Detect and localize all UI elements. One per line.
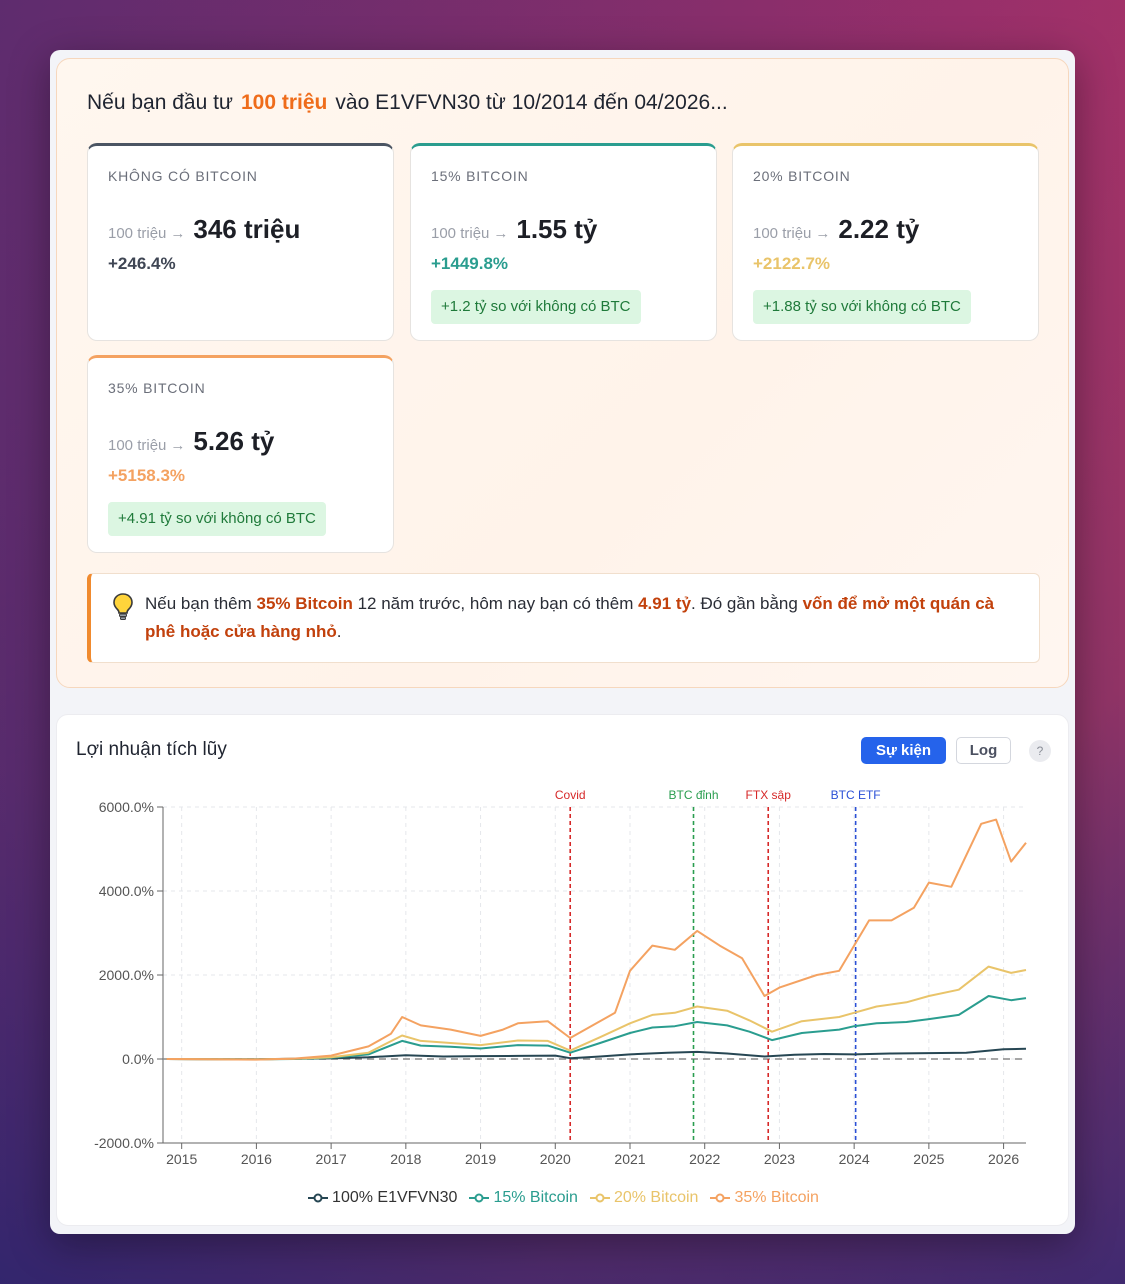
series-line xyxy=(166,965,1027,1061)
x-tick-label: 2025 xyxy=(913,1151,944,1167)
x-tick-label: 2020 xyxy=(540,1151,571,1167)
card-amount-row: 100 triệu → 2.22 tỷ xyxy=(753,214,919,245)
card-to: 1.55 tỷ xyxy=(516,214,598,244)
x-tick-label: 2022 xyxy=(689,1151,720,1167)
legend-label: 15% Bitcoin xyxy=(493,1189,578,1206)
card-to: 346 triệu xyxy=(193,214,301,244)
card-percent: +2122.7% xyxy=(753,254,831,273)
legend-marker-icon xyxy=(469,1193,490,1203)
chart-title: Lợi nhuận tích lũy xyxy=(76,739,227,760)
card-from: 100 triệu xyxy=(108,225,167,242)
event-label: BTC đỉnh xyxy=(668,788,718,802)
event-label: Covid xyxy=(555,788,586,802)
card-percent: +5158.3% xyxy=(108,466,186,485)
y-tick-label: -2000.0% xyxy=(94,1135,154,1151)
summary-panel: Nếu bạn đầu tư 100 triệu vào E1VFVN30 từ 1… xyxy=(56,58,1069,688)
app-window: Nếu bạn đầu tư 100 triệu vào E1VFVN30 từ 1… xyxy=(50,50,1075,1234)
y-tick-label: 2000.0% xyxy=(99,967,154,983)
card-difference-badge: +1.88 tỷ so với không có BTC xyxy=(753,290,971,324)
legend-marker-icon xyxy=(308,1193,329,1203)
card-label: 15% BITCOIN xyxy=(431,168,529,184)
card-label: 35% BITCOIN xyxy=(108,380,206,396)
insight-text: Nếu bạn thêm 35% Bitcoin 12 năm trước, h… xyxy=(145,590,1015,646)
card-to: 5.26 tỷ xyxy=(193,426,275,456)
help-icon[interactable]: ? xyxy=(1029,740,1051,762)
event-label: BTC ETF xyxy=(831,788,881,802)
y-tick-label: 4000.0% xyxy=(99,883,154,899)
series-line xyxy=(166,1047,1027,1061)
card-from: 100 triệu xyxy=(753,225,812,242)
card-amount-row: 100 triệu → 346 triệu xyxy=(108,214,300,245)
summary-headline: Nếu bạn đầu tư 100 triệu vào E1VFVN30 từ 1… xyxy=(87,91,728,115)
cumulative-return-panel: Lợi nhuận tích lũy Sự kiện Log ? 6000.0%… xyxy=(56,714,1069,1226)
insight-text-part: Nếu bạn thêm xyxy=(145,594,257,613)
legend-item[interactable]: 20% Bitcoin xyxy=(589,1189,699,1207)
y-tick-label: 0.0% xyxy=(122,1051,154,1067)
card-label: 20% BITCOIN xyxy=(753,168,851,184)
x-tick-label: 2019 xyxy=(465,1151,496,1167)
result-card-20-bitcoin: 20% BITCOIN 100 triệu → 2.22 tỷ +2122.7% +… xyxy=(732,143,1039,341)
series-line xyxy=(166,818,1027,1061)
insight-callout: Nếu bạn thêm 35% Bitcoin 12 năm trước, h… xyxy=(87,573,1040,663)
headline-amount: 100 triệu xyxy=(241,91,328,114)
legend-item[interactable]: 100% E1VFVN30 xyxy=(308,1189,457,1207)
log-scale-button[interactable]: Log xyxy=(956,737,1011,764)
x-tick-label: 2017 xyxy=(316,1151,347,1167)
card-amount-row: 100 triệu → 5.26 tỷ xyxy=(108,426,274,457)
x-tick-label: 2015 xyxy=(166,1151,197,1167)
result-card-15-bitcoin: 15% BITCOIN 100 triệu → 1.55 tỷ +1449.8% +… xyxy=(410,143,717,341)
result-card-35-bitcoin: 35% BITCOIN 100 triệu → 5.26 tỷ +5158.3% +… xyxy=(87,355,394,553)
x-tick-label: 2026 xyxy=(988,1151,1019,1167)
insight-highlight-allocation: 35% Bitcoin xyxy=(256,594,353,613)
card-difference-badge: +4.91 tỷ so với không có BTC xyxy=(108,502,326,536)
insight-highlight-comparison: vốn để mở một quán cà phê hoặc cửa hàng … xyxy=(145,594,995,641)
legend-label: 20% Bitcoin xyxy=(613,1189,699,1206)
x-tick-label: 2023 xyxy=(764,1151,795,1167)
events-toggle-button[interactable]: Sự kiện xyxy=(861,737,946,764)
legend-item[interactable]: 15% Bitcoin xyxy=(469,1189,578,1207)
insight-text-part: 12 năm trước, hôm nay bạn có thêm xyxy=(352,594,639,613)
x-tick-label: 2024 xyxy=(839,1151,870,1167)
card-difference-badge: +1.2 tỷ so với không có BTC xyxy=(431,290,641,324)
card-from: 100 triệu xyxy=(431,225,490,242)
arrow-right-icon: → xyxy=(815,225,831,242)
x-tick-label: 2018 xyxy=(390,1151,421,1167)
legend-marker-icon xyxy=(589,1193,610,1203)
cumulative-return-chart: 6000.0% 4000.0% 2000.0% 0.0% -2000.0% 2015 201… xyxy=(94,788,1027,1167)
arrow-right-icon: → xyxy=(170,437,186,454)
headline-suffix: vào E1VFVN30 từ 10/2014 đến 04/2026... xyxy=(335,91,728,114)
event-label: FTX sập xyxy=(746,788,792,802)
x-tick-label: 2016 xyxy=(241,1151,272,1167)
insight-highlight-gain: 4.91 tỷ xyxy=(638,594,692,613)
card-amount-row: 100 triệu → 1.55 tỷ xyxy=(431,214,597,245)
legend-item[interactable]: 35% Bitcoin xyxy=(710,1189,819,1207)
card-percent: +246.4% xyxy=(108,254,176,273)
arrow-right-icon: → xyxy=(493,225,509,242)
insight-text-part: . Đó gần bằng xyxy=(691,594,803,613)
insight-text-part: . xyxy=(336,622,342,641)
headline-prefix: Nếu bạn đầu tư xyxy=(87,91,233,114)
result-card-no-bitcoin: KHÔNG CÓ BITCOIN 100 triệu → 346 triệu +24… xyxy=(87,143,394,341)
legend-marker-icon xyxy=(710,1193,731,1203)
legend-label: 100% E1VFVN30 xyxy=(332,1189,458,1206)
card-label: KHÔNG CÓ BITCOIN xyxy=(108,168,258,184)
arrow-right-icon: → xyxy=(170,225,186,242)
card-to: 2.22 tỷ xyxy=(838,214,920,244)
card-from: 100 triệu xyxy=(108,437,167,454)
y-tick-label: 6000.0% xyxy=(99,799,154,815)
chart-legend: 100% E1VFVN30 15% Bitcoin 20% Bitcoin 35% B… xyxy=(57,1189,1070,1207)
lightbulb-icon xyxy=(113,593,133,620)
card-percent: +1449.8% xyxy=(431,254,509,273)
series-line xyxy=(166,995,1027,1061)
legend-label: 35% Bitcoin xyxy=(734,1189,819,1206)
x-tick-label: 2021 xyxy=(614,1151,645,1167)
